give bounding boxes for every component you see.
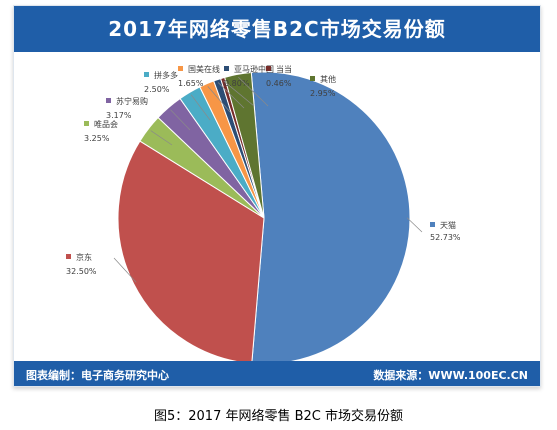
slice-pct-2: 3.25% [84,134,110,143]
leader-line-5 [207,86,231,113]
leader-line-0 [406,217,423,233]
leader-line-4 [190,94,211,121]
chart-footer: 图表编制：电子商务研究中心 数据来源：WWW.100EC.CN [14,361,540,386]
chart-card: 2017年网络零售B2C市场交易份额 天猫 52.73% 京东 32.50% 唯品会 3.… [13,5,541,387]
slice-label-4: 拼多多 [154,70,178,80]
legend-swatch-3 [106,98,111,103]
slice-pct-3: 3.17% [106,111,132,120]
legend-swatch-1 [66,254,71,259]
chart-header: 2017年网络零售B2C市场交易份额 [14,6,540,52]
slice-pct-7: 0.46% [266,79,292,88]
legend-swatch-0 [430,222,435,227]
legend-swatch-7 [266,66,271,71]
footer-source: 数据来源：WWW.100EC.CN [373,369,528,382]
chart-area: 天猫 52.73% 京东 32.50% 唯品会 3.25% 苏宁易购 3.17% 拼多多 2.50… [14,52,540,365]
legend-swatch-6 [224,66,229,71]
legend-swatch-5 [178,66,183,71]
pie-slice-1 [117,140,265,365]
slice-pct-8: 2.95% [310,89,336,98]
slice-label-1: 京东 [76,252,92,262]
slice-label-2: 唯品会 [94,119,118,129]
slice-pct-6: 0.80% [224,79,250,88]
slice-label-0: 天猫 [440,220,456,230]
slice-label-3: 苏宁易购 [116,96,148,106]
leader-line-6 [217,82,245,109]
slice-label-5: 国美在线 [188,64,220,74]
leader-line-8 [238,76,269,107]
slice-label-6: 亚马逊中国 [234,64,274,74]
pie-slice-8 [224,72,265,219]
leader-line-1 [113,257,137,283]
footer-compiler: 图表编制：电子商务研究中心 [26,369,169,382]
pie-labels: 天猫 52.73% 京东 32.50% 唯品会 3.25% 苏宁易购 3.17% 拼多多 2.50… [66,64,461,283]
pie-chart: 天猫 52.73% 京东 32.50% 唯品会 3.25% 苏宁易购 3.17% 拼多多 2.50… [66,64,461,365]
leader-line-2 [150,130,173,146]
slice-pct-0: 52.73% [430,233,461,242]
slice-label-7: 当当 [276,64,292,74]
figure-caption: 图5：2017 年网络零售 B2C 市场交易份额 [153,409,404,424]
slice-label-8: 其他 [320,74,336,84]
legend-swatch-8 [310,76,315,81]
pie-slices [117,71,411,365]
leader-line-7 [223,80,255,107]
chart-title: 2017年网络零售B2C市场交易份额 [108,17,446,41]
slice-pct-5: 1.65% [178,79,204,88]
legend-swatch-2 [84,121,89,126]
pie-slice-0 [250,71,411,365]
slice-pct-4: 2.50% [144,85,170,94]
legend-swatch-4 [144,72,149,77]
leader-line-3 [170,109,191,131]
slice-pct-1: 32.50% [66,267,97,276]
